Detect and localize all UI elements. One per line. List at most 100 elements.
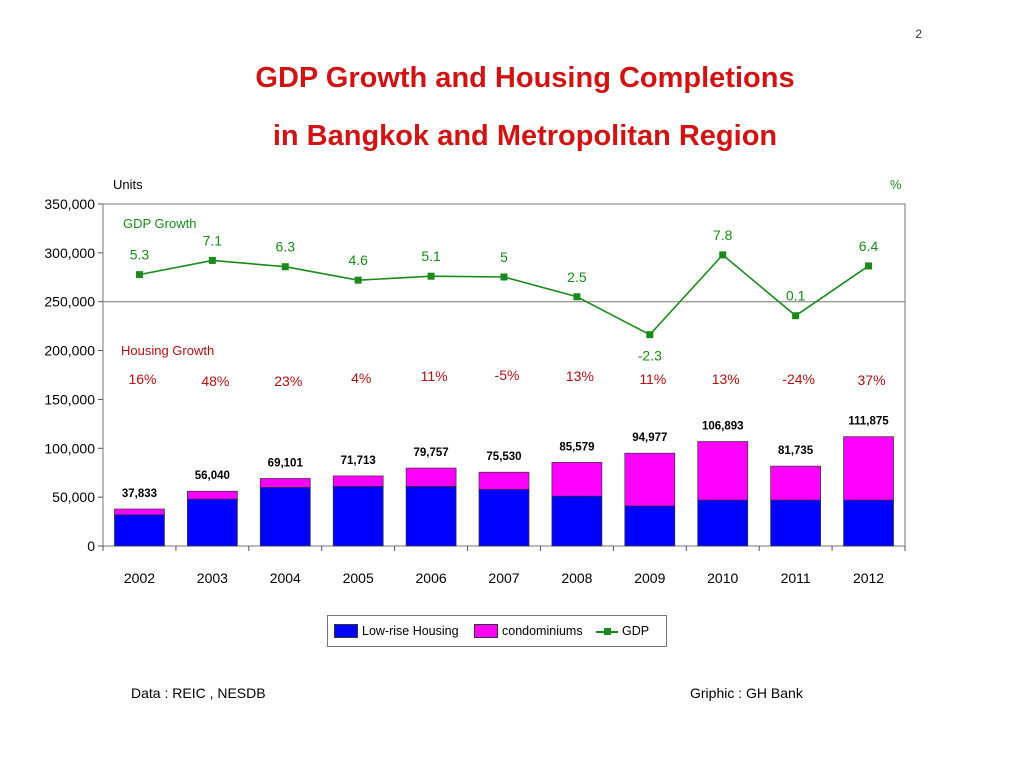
bar-condominiums <box>478 471 530 490</box>
data-source: Data : REIC , NESDB <box>131 685 266 701</box>
bar-condominiums <box>405 467 457 487</box>
x-tick-label: 2008 <box>561 570 592 586</box>
gdp-value-label: 6.4 <box>859 238 879 254</box>
gdp-value-label: 5 <box>500 249 508 265</box>
slide-number: 2 <box>915 27 922 41</box>
bar-low-rise <box>478 488 530 547</box>
y-tick-label: 200,000 <box>44 343 95 359</box>
x-tick-label: 2010 <box>707 570 738 586</box>
y-tick-label: 350,000 <box>44 196 95 212</box>
x-tick-label: 2004 <box>270 570 301 586</box>
page-title: GDP Growth and Housing Completions <box>255 62 795 94</box>
gdp-point <box>792 312 800 320</box>
y-tick-label: 0 <box>87 538 95 554</box>
housing-growth-label: 13% <box>566 368 594 384</box>
gdp-value-label: 0.1 <box>786 288 806 304</box>
right-axis-unit: % <box>890 177 902 192</box>
bar-condominiums <box>114 508 165 516</box>
legend-label-low-rise: Low-rise Housing <box>362 624 459 638</box>
x-tick-label: 2012 <box>853 570 884 586</box>
bar-total-label: 56,040 <box>195 470 230 482</box>
bar-condominiums <box>697 441 749 501</box>
housing-growth-label: 13% <box>712 371 740 387</box>
bar-low-rise <box>697 499 749 547</box>
x-tick-label: 2002 <box>124 570 155 586</box>
bar-low-rise <box>624 505 676 547</box>
legend-item-condo: condominiums <box>474 624 583 638</box>
gdp-point <box>719 251 727 259</box>
bar-total-label: 69,101 <box>268 457 304 469</box>
housing-growth-label: -24% <box>782 371 815 387</box>
y-tick-label: 100,000 <box>44 440 95 456</box>
bar-low-rise <box>114 514 165 547</box>
left-axis-unit: Units <box>113 177 143 192</box>
bar-condominiums <box>770 465 821 501</box>
gdp-value-label: 5.3 <box>130 247 150 263</box>
gdp-point <box>281 263 289 271</box>
gdp-value-label: 6.3 <box>276 239 296 255</box>
housing-growth-label: 11% <box>421 368 448 384</box>
bar-total-label: 85,579 <box>559 441 594 453</box>
gdp-value-label: -2.3 <box>638 348 662 364</box>
gdp-line-swatch <box>596 625 618 637</box>
housing-growth-label: 37% <box>858 372 886 388</box>
y-tick-label: 150,000 <box>44 391 95 407</box>
gdp-growth-section-label: GDP Growth <box>123 216 196 231</box>
bar-low-rise <box>551 495 603 547</box>
bar-condominiums <box>624 452 676 507</box>
housing-growth-label: 4% <box>351 370 371 386</box>
page-subtitle: in Bangkok and Metropolitan Region <box>272 120 778 152</box>
x-tick-label: 2011 <box>781 570 811 586</box>
y-tick-label: 300,000 <box>44 245 95 261</box>
gdp-point <box>646 331 654 339</box>
gdp-housing-chart: 350,000 300,000 250,000 200,000 150,000 100,0… <box>44 177 906 586</box>
low-rise-swatch <box>334 624 358 638</box>
x-tick-label: 2009 <box>634 570 665 586</box>
x-tick-label: 2003 <box>197 570 228 586</box>
x-tick-label: 2007 <box>488 570 519 586</box>
y-tick-label: 50,000 <box>52 489 95 505</box>
bar-low-rise <box>187 498 238 547</box>
bar-low-rise <box>259 487 311 547</box>
gdp-point <box>500 273 508 281</box>
gdp-point <box>208 256 216 264</box>
housing-growth-label: 23% <box>274 373 302 389</box>
bar-total-label: 71,713 <box>341 455 376 467</box>
gdp-value-label: 7.8 <box>713 227 733 243</box>
gdp-value-label: 2.5 <box>567 269 587 285</box>
gdp-value-label: 7.1 <box>203 232 223 248</box>
bar-condominiums <box>843 436 894 501</box>
y-tick-label: 250,000 <box>44 294 95 310</box>
legend-label-condo: condominiums <box>502 624 583 638</box>
housing-growth-label: 16% <box>128 371 156 387</box>
bar-total-label: 75,530 <box>486 451 521 463</box>
housing-growth-label: 48% <box>201 373 229 389</box>
gdp-point <box>354 276 362 284</box>
bar-low-rise <box>405 486 457 547</box>
bar-condominiums <box>332 475 384 487</box>
graphic-credit: Griphic : GH Bank <box>690 685 803 701</box>
bar-condominiums <box>187 490 238 500</box>
legend-item-gdp: GDP <box>596 624 649 638</box>
legend-label-gdp: GDP <box>622 624 650 638</box>
gdp-point <box>573 293 581 301</box>
condo-swatch <box>474 624 498 638</box>
x-tick-label: 2005 <box>343 570 374 586</box>
housing-growth-label: -5% <box>495 367 520 383</box>
x-tick-label: 2006 <box>416 570 447 586</box>
bar-total-label: 81,735 <box>778 445 814 457</box>
bar-condominiums <box>551 462 603 497</box>
gdp-value-label: 4.6 <box>348 252 368 268</box>
housing-growth-section-label: Housing Growth <box>121 343 214 358</box>
bar-total-label: 106,893 <box>702 421 744 433</box>
bar-low-rise <box>332 486 384 547</box>
legend-item-low-rise: Low-rise Housing <box>334 624 459 638</box>
chart-legend: Low-rise Housing condominiums GDP <box>327 615 667 647</box>
gdp-value-label: 5.1 <box>421 248 441 264</box>
housing-growth-label: 11% <box>639 371 666 387</box>
bar-total-label: 111,875 <box>848 416 889 428</box>
gdp-point <box>427 272 435 280</box>
bar-total-label: 94,977 <box>632 432 667 444</box>
gdp-point <box>135 271 143 279</box>
bar-condominiums <box>259 478 311 488</box>
